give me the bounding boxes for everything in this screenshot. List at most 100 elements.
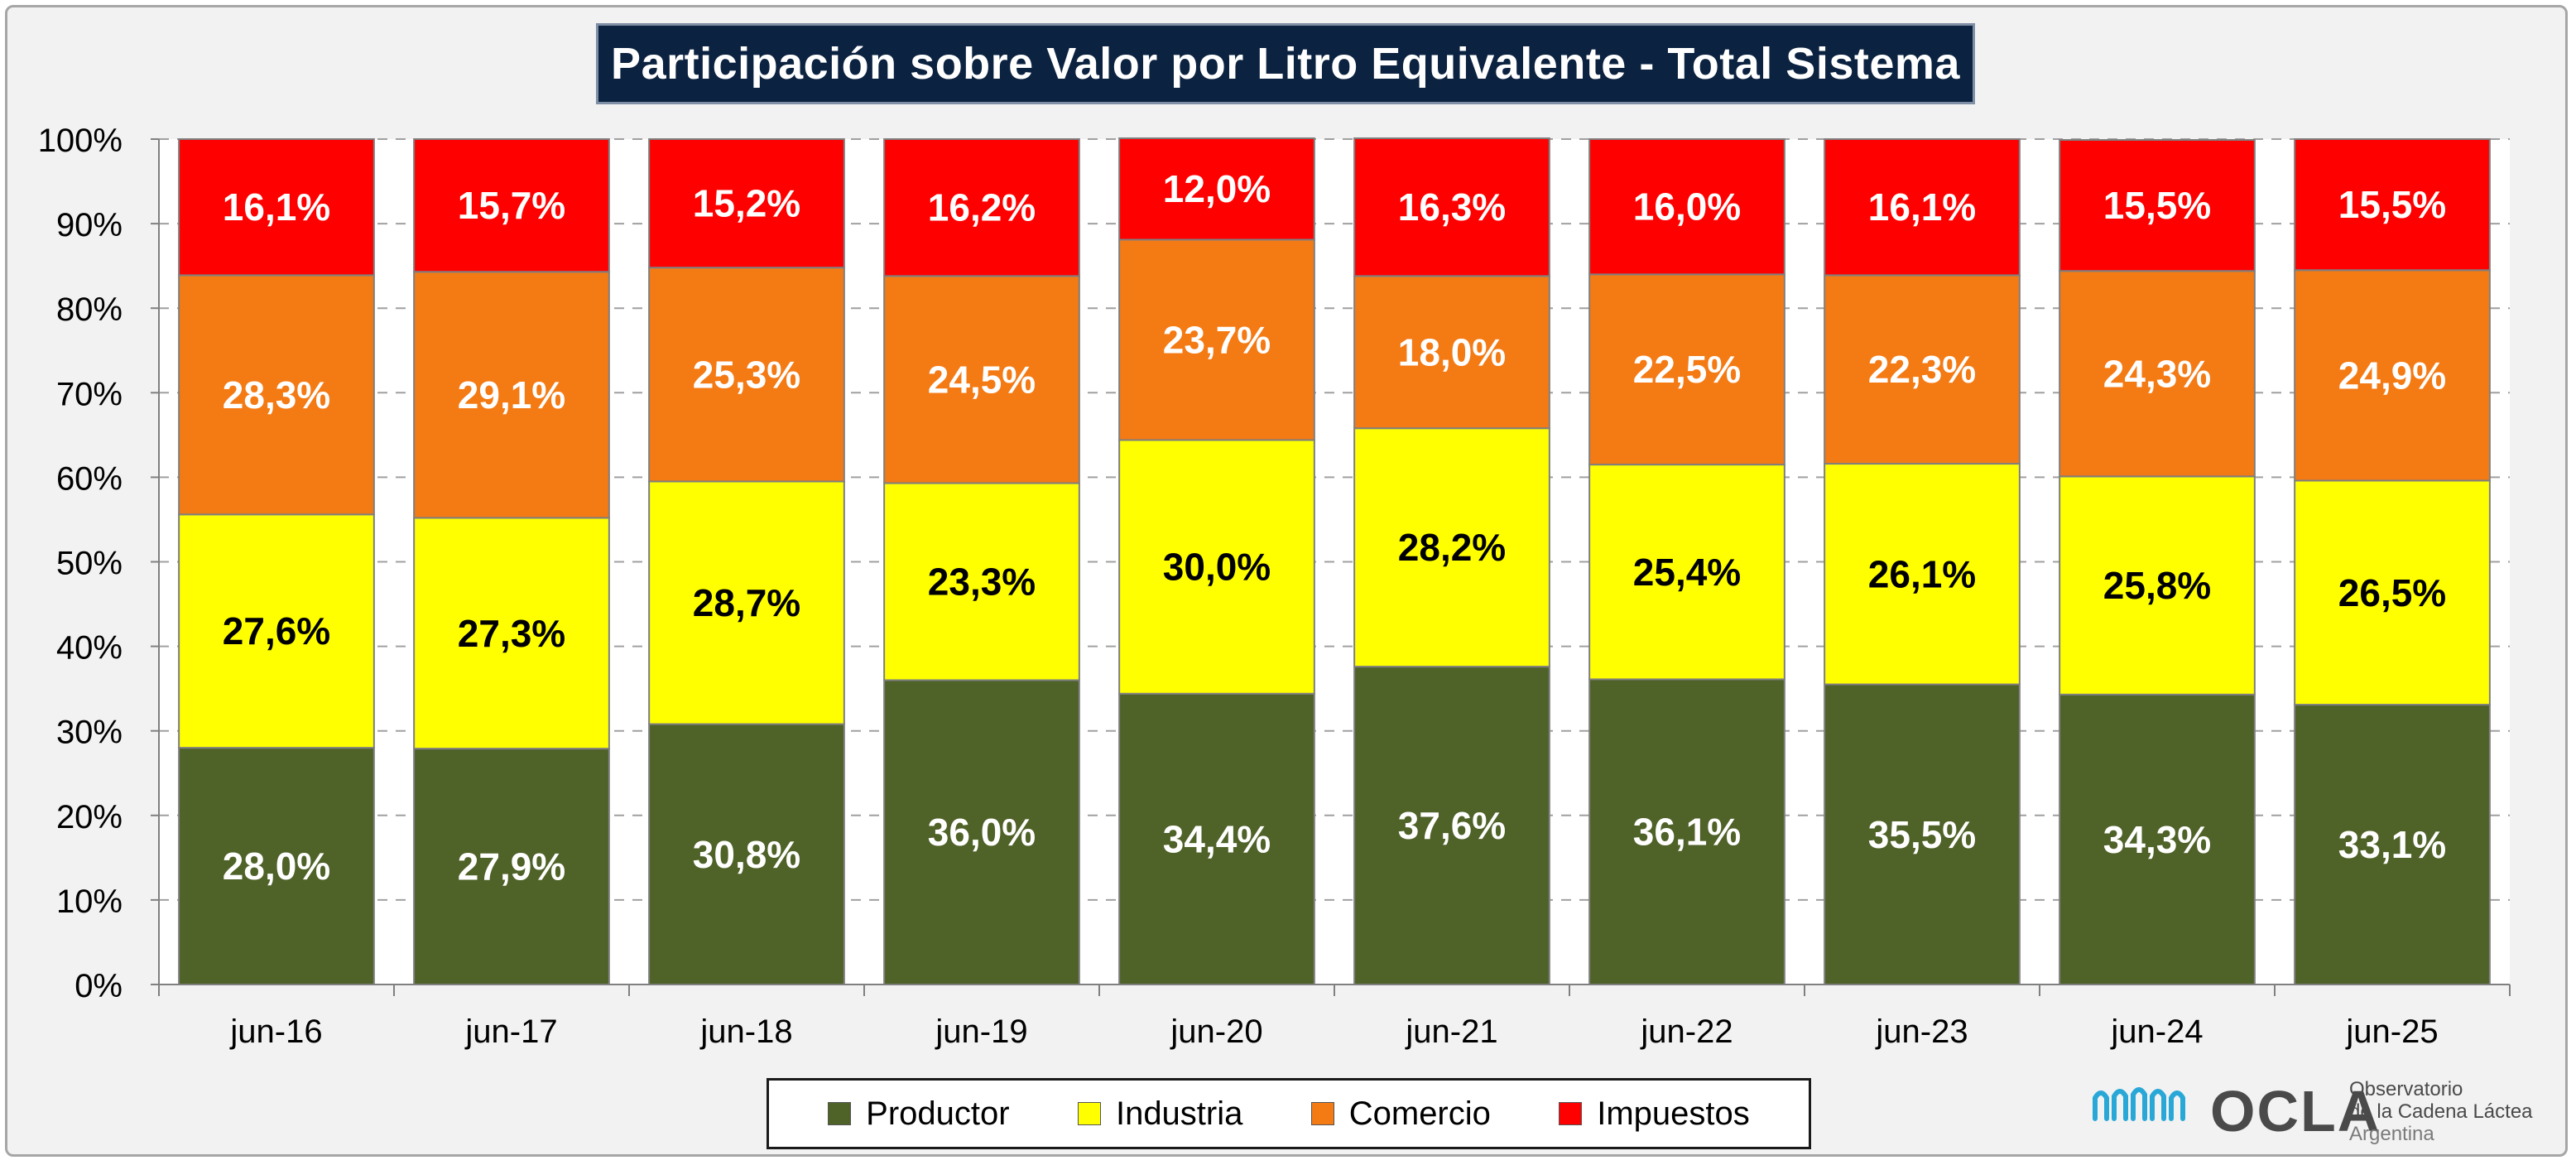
data-label: 37,6%: [1398, 804, 1506, 847]
y-tick-label: 50%: [56, 546, 123, 582]
bar-segment-comercio-jun-23: [1824, 274, 2021, 465]
x-tick-label: jun-25: [2345, 1013, 2438, 1050]
bar-segment-comercio-jun-24: [2059, 270, 2256, 478]
bar-segment-productor-jun-17: [413, 748, 610, 985]
logo-subtitle: Observatorio de la Cadena Láctea Argenti…: [2349, 1078, 2573, 1145]
y-tick-label: 80%: [56, 291, 123, 328]
bar-segment-productor-jun-16: [178, 747, 375, 985]
y-tick-label: 70%: [56, 376, 123, 412]
bar-segment-impuestos-jun-21: [1353, 137, 1550, 277]
data-label: 30,0%: [1163, 546, 1271, 589]
logo-name: OCLA: [2210, 1079, 2381, 1143]
x-tick-label: jun-16: [229, 1013, 322, 1050]
bar-segment-industria-jun-25: [2294, 479, 2491, 706]
legend-swatch-productor: [828, 1102, 852, 1125]
bar-segment-productor-jun-19: [883, 679, 1080, 985]
bar-segment-industria-jun-19: [883, 482, 1080, 681]
bar-segment-productor-jun-20: [1118, 692, 1315, 985]
logo-line-3: Argentina: [2349, 1123, 2434, 1145]
data-label: 12,0%: [1163, 167, 1271, 210]
bar-segment-productor-jun-24: [2059, 693, 2256, 985]
data-label: 24,9%: [2338, 354, 2446, 397]
bar-segment-industria-jun-21: [1353, 427, 1550, 668]
data-label: 27,9%: [458, 845, 565, 888]
bar-segment-impuestos-jun-24: [2059, 139, 2256, 272]
data-label: 27,3%: [458, 612, 565, 655]
data-label: 35,5%: [1868, 813, 1976, 856]
legend-item-impuestos: Impuestos: [1559, 1095, 1750, 1133]
x-tick-label: jun-22: [1640, 1013, 1733, 1050]
data-label: 28,2%: [1398, 526, 1506, 569]
legend: Productor Industria Comercio Impuestos: [767, 1078, 1811, 1149]
data-label: 28,7%: [693, 581, 800, 624]
y-tick-label: 0%: [74, 968, 123, 1004]
data-label: 34,4%: [1163, 817, 1271, 860]
data-label: 23,7%: [1163, 318, 1271, 361]
data-label: 15,5%: [2103, 184, 2211, 227]
bar-segment-impuestos-jun-18: [648, 138, 845, 269]
x-tick-label: jun-18: [699, 1013, 792, 1050]
bar-segment-comercio-jun-16: [178, 274, 375, 516]
logo-line-1: Observatorio: [2349, 1078, 2463, 1100]
bar-segment-industria-jun-22: [1588, 464, 1785, 681]
data-label: 26,5%: [2338, 571, 2446, 614]
y-tick-label: 10%: [56, 883, 123, 920]
data-label: 16,1%: [1868, 185, 1976, 229]
data-label: 24,3%: [2103, 352, 2211, 395]
ocla-logo: OCLA Observatorio de la Cadena Láctea Ar…: [2086, 1066, 2566, 1156]
bar-segment-industria-jun-16: [178, 513, 375, 749]
bar-segment-comercio-jun-19: [883, 275, 1080, 484]
bar-segment-impuestos-jun-19: [883, 138, 1080, 277]
bar-segment-comercio-jun-21: [1353, 275, 1550, 430]
bar-segment-industria-jun-18: [648, 480, 845, 725]
bar-segment-comercio-jun-25: [2294, 269, 2491, 482]
logo-line-2: de la Cadena Láctea: [2349, 1100, 2533, 1123]
data-label: 22,5%: [1633, 348, 1741, 391]
data-label: 15,2%: [693, 182, 800, 225]
bar-segment-productor-jun-18: [648, 723, 845, 985]
x-tick-label: jun-19: [935, 1013, 1027, 1050]
legend-label-industria: Industria: [1115, 1095, 1243, 1132]
bar-segment-industria-jun-24: [2059, 475, 2256, 696]
x-tick-label: jun-17: [464, 1013, 557, 1050]
y-tick-label: 60%: [56, 460, 123, 497]
data-label: 28,3%: [223, 373, 330, 416]
data-label: 24,5%: [928, 358, 1036, 401]
data-label: 30,8%: [693, 833, 800, 876]
data-label: 26,1%: [1868, 552, 1976, 595]
legend-label-comercio: Comercio: [1348, 1095, 1491, 1132]
x-tick-label: jun-23: [1875, 1013, 1968, 1050]
data-label: 16,0%: [1633, 185, 1741, 229]
data-label: 15,7%: [458, 184, 565, 227]
data-label: 15,5%: [2338, 183, 2446, 226]
data-label: 36,1%: [1633, 811, 1741, 854]
legend-item-industria: Industria: [1077, 1095, 1243, 1133]
data-label: 29,1%: [458, 373, 565, 416]
legend-label-impuestos: Impuestos: [1597, 1095, 1750, 1132]
data-label: 25,3%: [693, 353, 800, 396]
y-tick-label: 100%: [38, 123, 123, 159]
chart-title: Participación sobre Valor por Litro Equi…: [596, 23, 1975, 104]
bar-segment-impuestos-jun-17: [413, 138, 610, 273]
bar-segment-impuestos-jun-20: [1118, 137, 1315, 241]
bar-segment-comercio-jun-20: [1118, 238, 1315, 441]
data-label: 16,2%: [928, 186, 1036, 229]
bar-segment-industria-jun-17: [413, 517, 610, 750]
bar-segment-impuestos-jun-23: [1824, 138, 2021, 277]
bar-segment-productor-jun-22: [1588, 678, 1785, 985]
bar-segment-industria-jun-23: [1824, 463, 2021, 686]
bar-segment-impuestos-jun-25: [2294, 138, 2491, 272]
data-label: 36,0%: [928, 811, 1036, 854]
x-tick-label: jun-21: [1405, 1013, 1497, 1050]
x-tick-label: jun-24: [2110, 1013, 2203, 1050]
data-label: 33,1%: [2338, 823, 2446, 866]
data-label: 22,3%: [1868, 348, 1976, 391]
data-label: 23,3%: [928, 560, 1036, 603]
bar-segment-productor-jun-25: [2294, 704, 2491, 985]
legend-swatch-comercio: [1310, 1102, 1334, 1125]
data-label: 34,3%: [2103, 818, 2211, 861]
legend-swatch-industria: [1077, 1102, 1101, 1125]
milk-wave-icon: [2093, 1087, 2185, 1121]
y-tick-label: 30%: [56, 715, 123, 751]
legend-item-productor: Productor: [828, 1095, 1010, 1133]
